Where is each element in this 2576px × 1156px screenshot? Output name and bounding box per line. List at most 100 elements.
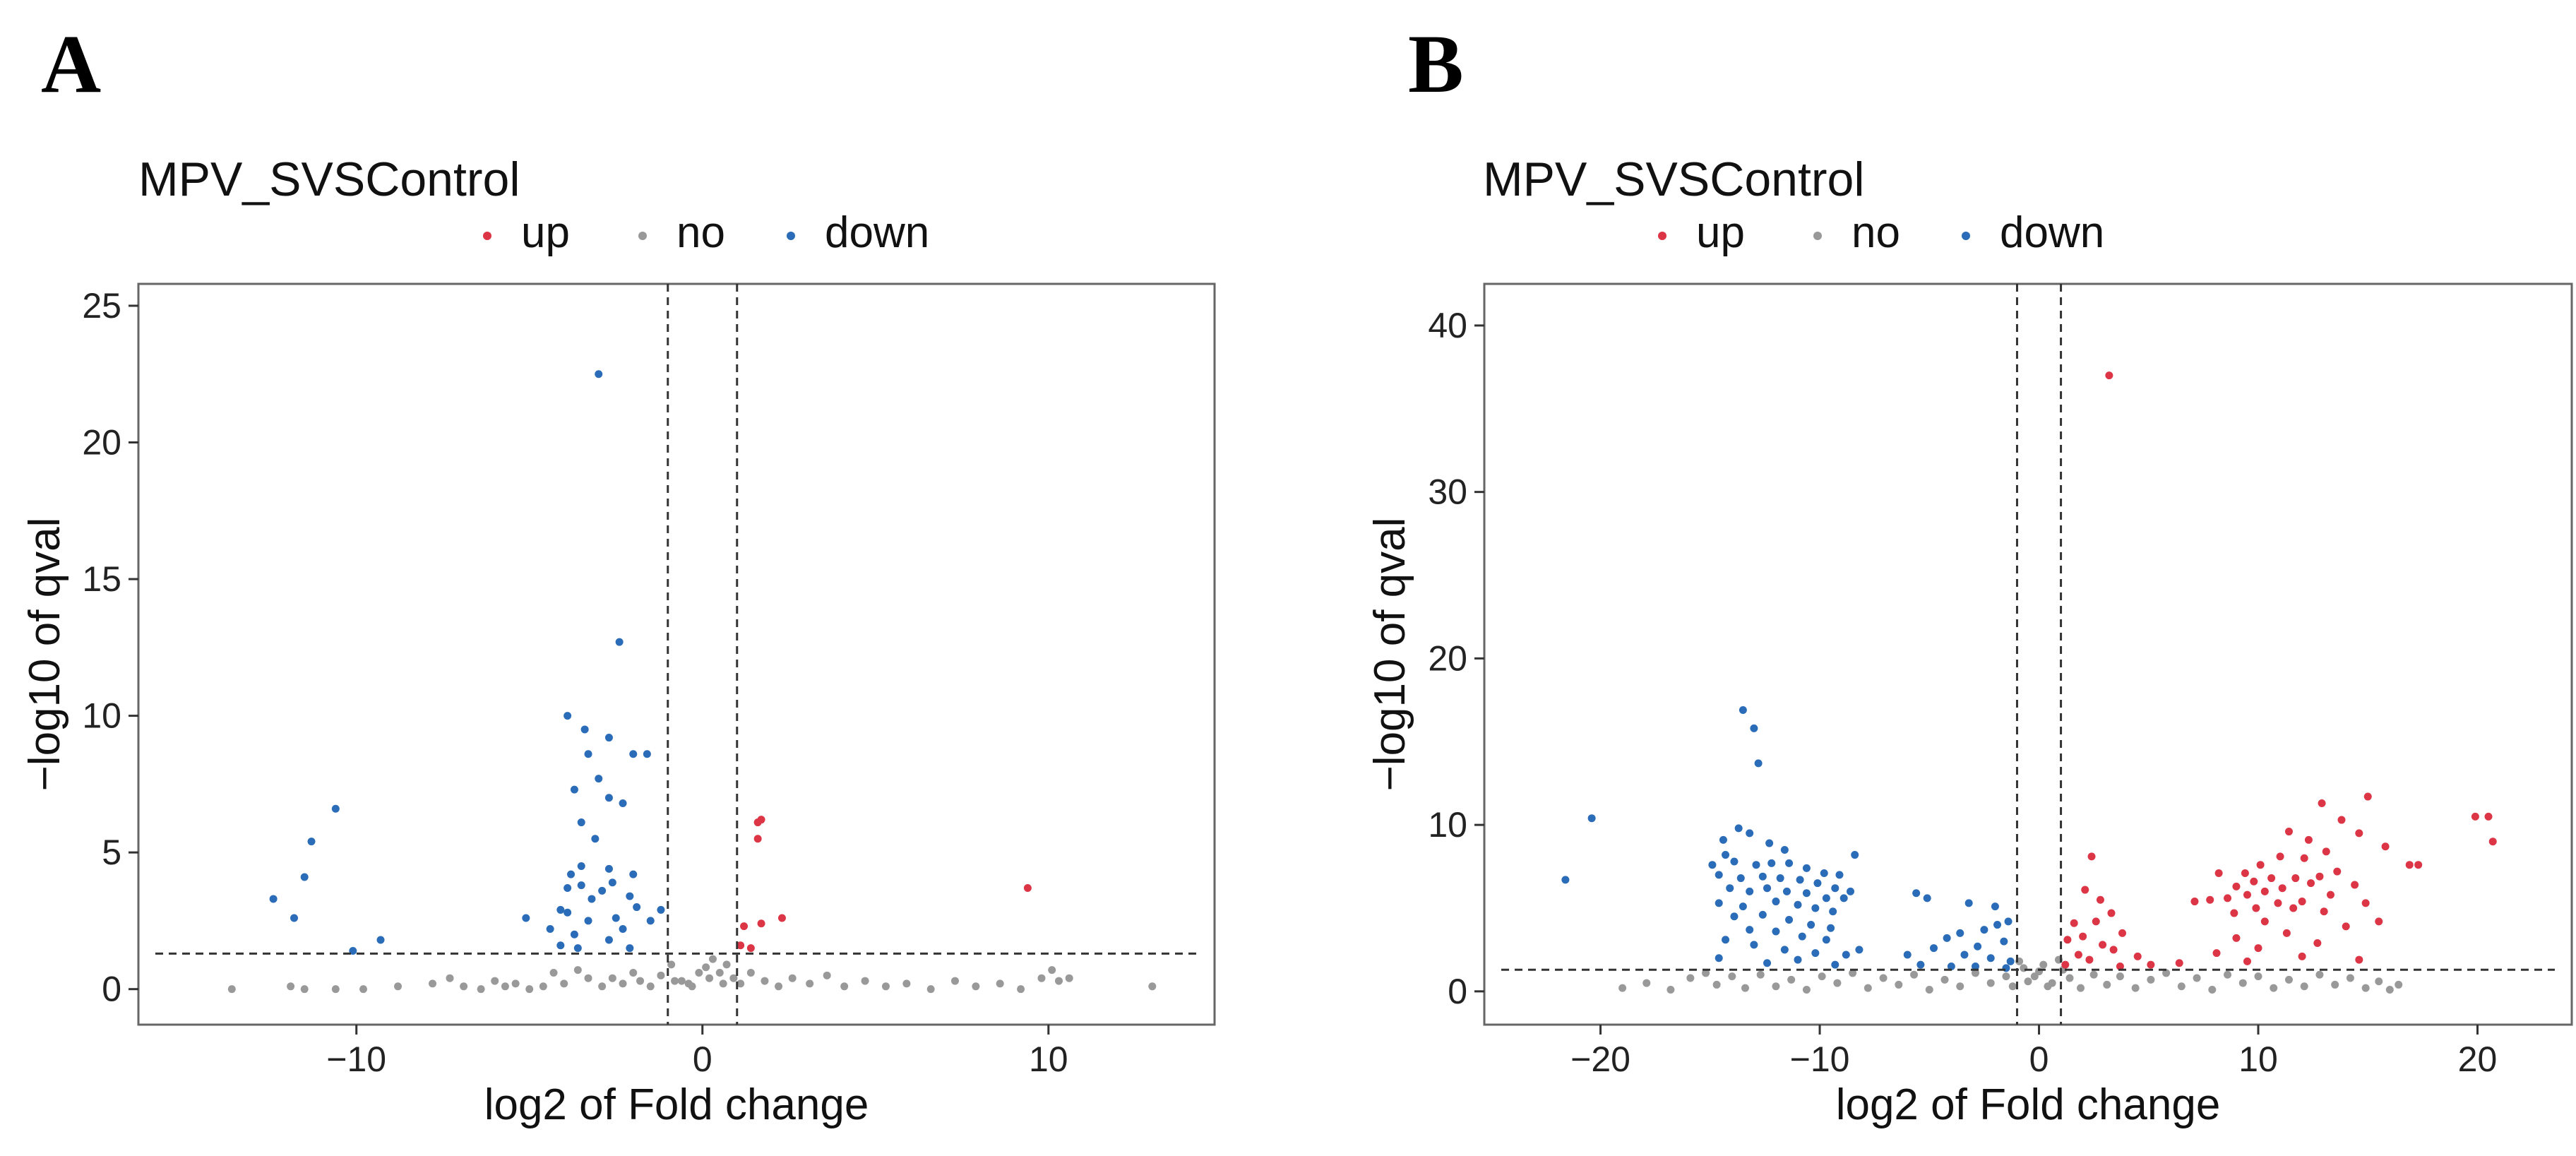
data-point-no	[549, 968, 558, 977]
data-point-down	[1746, 926, 1754, 934]
data-point-no	[2039, 960, 2048, 969]
data-point-up	[2320, 907, 2328, 916]
data-point-down	[1811, 904, 1820, 912]
plot-frame	[137, 282, 1216, 1026]
data-point-up	[2243, 890, 2251, 899]
data-point-up	[2326, 890, 2334, 899]
data-point-down	[1929, 944, 1938, 953]
data-point-down	[1847, 887, 1855, 895]
data-point-up	[2278, 884, 2286, 893]
data-point-down	[1758, 910, 1767, 919]
data-point-no	[1741, 984, 1749, 992]
data-point-no	[708, 955, 717, 963]
data-point-down	[1956, 929, 1964, 937]
data-point-no	[1048, 966, 1056, 975]
data-point-down	[1855, 946, 1864, 954]
data-point-down	[564, 883, 572, 892]
data-point-up	[2254, 944, 2262, 953]
data-point-down	[1746, 887, 1754, 895]
data-point-down	[1758, 872, 1767, 881]
data-point-no	[2103, 980, 2111, 989]
data-point-down	[1991, 902, 1999, 911]
data-point-down	[615, 638, 624, 646]
data-point-down	[577, 818, 585, 827]
y-tick-label: 40	[1428, 306, 1467, 345]
data-point-down	[1736, 874, 1745, 883]
data-point-up	[2212, 949, 2221, 958]
data-point-no	[1910, 970, 1919, 979]
data-point-no	[2361, 984, 2370, 992]
data-point-up	[2074, 951, 2082, 959]
data-point-down	[1763, 959, 1772, 967]
data-point-no	[2300, 982, 2308, 991]
data-point-down	[1974, 942, 1982, 951]
legend-swatch-no	[638, 232, 647, 240]
data-point-no	[2024, 977, 2032, 986]
data-point-up	[2375, 917, 2383, 926]
y-tick-label: 20	[82, 423, 121, 463]
data-point-no	[761, 977, 769, 985]
data-point-down	[1827, 924, 1835, 932]
data-point-down	[570, 930, 578, 938]
data-point-no	[1879, 974, 1888, 982]
data-point-no	[2089, 970, 2098, 979]
data-point-down	[1782, 887, 1791, 895]
data-point-down	[1851, 851, 1859, 859]
data-point-down	[1785, 915, 1794, 924]
data-point-no	[1818, 972, 1826, 981]
y-tick-label: 30	[1428, 472, 1467, 512]
data-point-up	[2313, 938, 2322, 947]
data-point-down	[1960, 951, 1969, 959]
data-point-no	[1712, 980, 1721, 989]
data-point-no	[2224, 970, 2232, 979]
data-point-up	[2190, 898, 2199, 906]
data-point-no	[1895, 980, 1903, 989]
data-point-no	[729, 974, 738, 982]
data-point-up	[2484, 812, 2493, 821]
data-point-up	[2355, 829, 2363, 838]
data-point-up	[2488, 838, 2497, 846]
data-point-no	[788, 974, 797, 982]
legend-label-up: up	[1696, 208, 1745, 257]
data-point-up	[2333, 867, 2342, 876]
data-point-down	[604, 734, 613, 742]
data-point-up	[2224, 894, 2232, 902]
data-point-down	[1730, 857, 1739, 866]
data-point-down	[1802, 864, 1811, 872]
data-point-up	[2260, 917, 2269, 926]
data-point-down	[556, 905, 565, 914]
data-point-up	[2361, 899, 2370, 907]
data-point-down	[1739, 705, 1747, 714]
data-point-down	[1715, 871, 1723, 879]
data-point-down	[269, 895, 278, 903]
data-point-down	[595, 775, 603, 783]
data-point-down	[1831, 960, 1839, 969]
data-point-up	[777, 914, 786, 922]
data-point-up	[2307, 879, 2315, 888]
data-point-down	[1561, 876, 1570, 884]
data-point-down	[1772, 898, 1780, 906]
data-point-down	[1813, 879, 1822, 888]
legend-label-up: up	[521, 208, 570, 257]
data-point-down	[376, 936, 385, 944]
data-point-no	[688, 982, 696, 991]
data-point-up	[2085, 955, 2094, 964]
data-point-no	[331, 985, 340, 994]
data-point-up	[2070, 919, 2078, 927]
data-point-up	[753, 835, 762, 843]
data-point-down	[604, 936, 613, 944]
data-point-up	[2342, 922, 2350, 931]
data-point-down	[290, 914, 299, 922]
data-point-no	[1986, 979, 1995, 987]
data-point-no	[902, 979, 911, 988]
data-point-down	[2000, 937, 2008, 946]
data-point-no	[719, 979, 727, 988]
y-tick-label: 20	[1428, 638, 1467, 678]
data-point-down	[1730, 912, 1739, 921]
data-point-down	[564, 908, 572, 917]
data-point-no	[2116, 972, 2124, 981]
x-tick-label: 0	[2029, 1039, 2049, 1079]
data-point-down	[1715, 954, 1723, 963]
data-point-down	[1708, 861, 1717, 869]
data-point-no	[1787, 975, 1796, 984]
